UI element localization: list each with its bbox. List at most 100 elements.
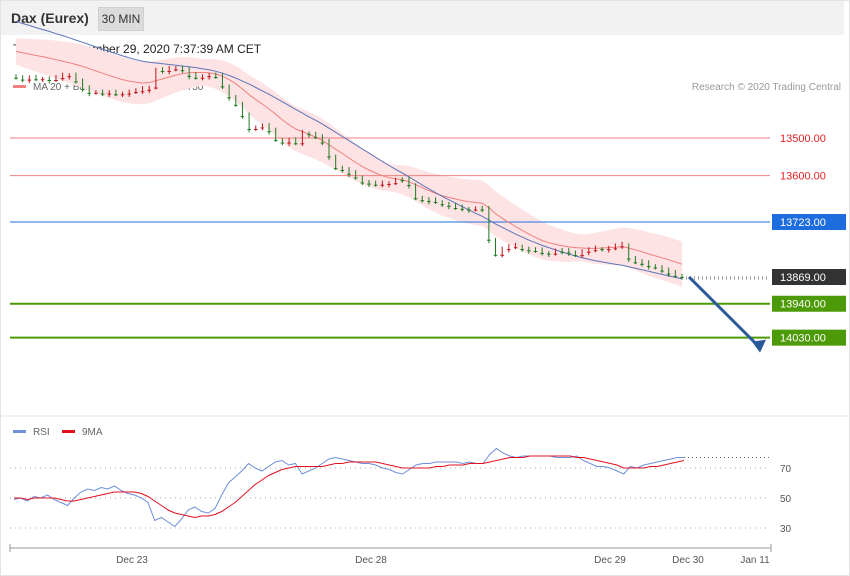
- bollinger-band-area: [16, 38, 682, 287]
- candle-body: [387, 183, 391, 185]
- candle-body: [120, 94, 125, 96]
- rsi-line: [13, 447, 684, 528]
- target-level-label: 13940.00: [780, 299, 826, 311]
- candle-body: [606, 249, 611, 251]
- ma20-line: [15, 50, 683, 265]
- x-tick-label: Dec 23: [116, 555, 148, 566]
- candle-body: [200, 77, 205, 79]
- candle-body: [600, 249, 604, 251]
- candle-body: [553, 253, 558, 255]
- candle-body: [220, 86, 225, 88]
- candle-body: [80, 89, 85, 91]
- candle-body: [560, 251, 564, 253]
- candle-body: [433, 202, 438, 204]
- candle-body: [646, 266, 651, 268]
- candle-body: [67, 76, 72, 78]
- candle-body: [293, 143, 298, 145]
- pivot-level-label: 13723.00: [780, 217, 826, 229]
- candle-body: [280, 142, 285, 144]
- pivot-level-tag: [772, 214, 846, 230]
- rsi-ma-legend-swatch: [62, 430, 75, 433]
- candle-body: [586, 251, 591, 253]
- candle-body: [154, 87, 158, 89]
- candle-body: [520, 249, 524, 251]
- x-tick-label: Dec 28: [355, 555, 387, 566]
- candle-body: [620, 246, 624, 248]
- candle-body: [566, 252, 571, 254]
- rsi-tick-label: 30: [780, 524, 792, 535]
- candle-body: [20, 79, 25, 81]
- candle-body: [207, 76, 211, 78]
- candle-body: [187, 75, 191, 77]
- candle-body: [613, 248, 618, 250]
- candle-body: [626, 258, 631, 260]
- candle-body: [513, 247, 518, 249]
- ma50-line: [15, 20, 683, 280]
- rsi-ma-legend-label: 9MA: [82, 427, 103, 438]
- candle-body: [666, 273, 671, 275]
- candle-body: [233, 104, 238, 106]
- credit-label: Research © 2020 Trading Central: [692, 82, 841, 93]
- candle-body: [653, 267, 658, 269]
- x-tick-label: Jan 11: [740, 555, 770, 566]
- candle-body: [507, 249, 511, 251]
- price-panel: 14030.00 13940.00 13869.00 13723.00 13600.00…: [10, 20, 846, 353]
- candle-body: [593, 250, 598, 252]
- candle-body: [40, 79, 45, 81]
- candle-body: [373, 184, 378, 186]
- instrument-title: Dax (Eurex): [11, 10, 89, 26]
- candle-body: [533, 251, 538, 253]
- candle-body: [267, 131, 271, 133]
- candle-body: [473, 209, 478, 211]
- candle-body: [194, 77, 198, 79]
- candle-body: [100, 93, 105, 95]
- header-bar: Dax (Eurex) 30 MIN: [1, 1, 844, 35]
- candle-body: [493, 254, 498, 256]
- candle-body: [60, 78, 65, 80]
- target-level-tag: [772, 329, 846, 346]
- candle-body: [320, 142, 325, 144]
- candle-body: [313, 137, 318, 139]
- candle-body: [420, 200, 425, 202]
- candle-body: [500, 254, 504, 256]
- candle-body: [227, 97, 231, 99]
- candle-body: [573, 255, 578, 257]
- candle-body: [413, 198, 418, 200]
- candle-body: [527, 250, 531, 252]
- last-price-label: 13869.00: [780, 272, 826, 284]
- candle-body: [74, 81, 78, 83]
- support-level-label: 13500.00: [780, 133, 826, 145]
- candle-body: [427, 200, 431, 202]
- timeframe-button[interactable]: 30 MIN: [98, 7, 144, 31]
- candle-body: [640, 263, 644, 265]
- candle-body: [633, 262, 638, 264]
- candle-body: [27, 79, 32, 81]
- target-level-label: 14030.00: [780, 333, 826, 345]
- candle-body: [467, 209, 471, 211]
- rsi-ma-line: [14, 455, 685, 519]
- candle-body: [107, 93, 112, 95]
- candle-body: [140, 91, 145, 93]
- candle-body: [440, 204, 445, 206]
- candle-body: [273, 139, 278, 141]
- candle-body: [127, 93, 132, 95]
- candle-body: [487, 239, 491, 241]
- ma20-legend-swatch: [13, 85, 26, 88]
- rsi-tick-label: 50: [780, 494, 792, 505]
- candle-body: [47, 79, 52, 81]
- projection-arrow-head: [752, 339, 766, 353]
- candle-body: [407, 185, 411, 187]
- candle-body: [340, 170, 345, 172]
- candle-body: [300, 143, 305, 145]
- candle-body: [167, 70, 171, 72]
- candle-body: [94, 92, 98, 94]
- candle-body: [14, 77, 18, 79]
- candle-body: [673, 275, 678, 277]
- candle-body: [34, 79, 38, 81]
- candle-body: [367, 183, 371, 185]
- candle-body: [287, 142, 291, 144]
- candle-body: [214, 76, 218, 78]
- candle-body: [114, 94, 118, 96]
- rsi-legend-swatch: [13, 430, 26, 433]
